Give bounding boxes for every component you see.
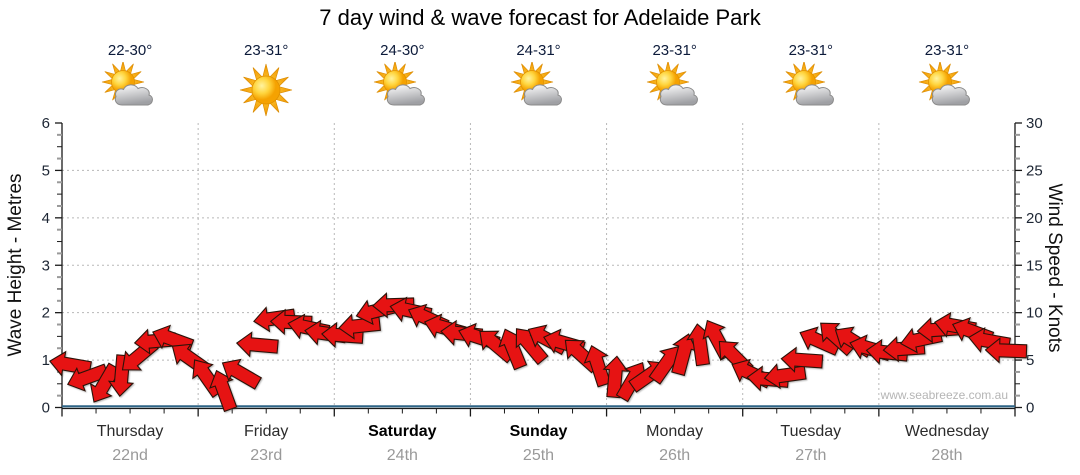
svg-text:20: 20 bbox=[1026, 210, 1043, 227]
page-title: 7 day wind & wave forecast for Adelaide … bbox=[319, 5, 761, 30]
svg-text:3: 3 bbox=[42, 257, 50, 274]
wind-arrow bbox=[515, 328, 549, 366]
day-name-label: Tuesday bbox=[780, 423, 842, 440]
temp-range-label: 23-31° bbox=[652, 42, 697, 59]
partly-cloudy-icon bbox=[100, 60, 160, 120]
wind-arrow bbox=[671, 333, 698, 377]
wind-arrow bbox=[984, 337, 1028, 364]
temp-range-label: 24-30° bbox=[380, 42, 425, 59]
temp-range-label: 23-31° bbox=[788, 42, 833, 59]
day-date-label: 22nd bbox=[112, 447, 148, 464]
svg-text:2: 2 bbox=[42, 305, 50, 322]
svg-text:1: 1 bbox=[42, 352, 50, 369]
wind-arrow bbox=[780, 346, 824, 373]
day-date-label: 28th bbox=[931, 447, 963, 464]
day-date-label: 26th bbox=[659, 447, 691, 464]
wind-arrow bbox=[498, 328, 528, 371]
temp-range-label: 23-31° bbox=[244, 42, 289, 59]
wind-arrow-series bbox=[48, 292, 1028, 413]
temp-range-label: 22-30° bbox=[107, 42, 153, 59]
sunny-icon bbox=[236, 62, 296, 120]
svg-text:4: 4 bbox=[42, 210, 50, 227]
day-name-label: Monday bbox=[646, 423, 704, 440]
day-name-label: Friday bbox=[243, 423, 289, 440]
svg-text:30: 30 bbox=[1026, 115, 1043, 132]
partly-cloudy-icon bbox=[781, 60, 841, 120]
wind-arrow bbox=[221, 358, 263, 390]
partly-cloudy-icon bbox=[372, 60, 432, 120]
partly-cloudy-icon bbox=[917, 60, 977, 120]
day-name-label: Sunday bbox=[509, 423, 568, 440]
svg-text:0: 0 bbox=[42, 400, 50, 417]
day-date-label: 24th bbox=[386, 447, 418, 464]
day-date-label: 23rd bbox=[250, 447, 283, 464]
svg-text:5: 5 bbox=[42, 162, 50, 179]
wind-arrow bbox=[89, 362, 121, 403]
svg-text:10: 10 bbox=[1026, 305, 1043, 322]
partly-cloudy-icon bbox=[509, 60, 569, 120]
wind-arrow bbox=[235, 331, 279, 358]
day-date-label: 25th bbox=[522, 447, 555, 464]
svg-text:0: 0 bbox=[1026, 400, 1034, 417]
wind-arrow bbox=[209, 369, 238, 413]
day-name-label: Saturday bbox=[368, 423, 437, 440]
svg-text:6: 6 bbox=[42, 115, 50, 132]
wind-arrow bbox=[48, 350, 92, 377]
partly-cloudy-icon bbox=[645, 60, 705, 120]
day-name-label: Thursday bbox=[96, 423, 164, 440]
svg-text:5: 5 bbox=[1026, 352, 1034, 369]
day-date-label: 27th bbox=[795, 447, 827, 464]
temp-range-label: 23-31° bbox=[924, 42, 970, 59]
watermark: www.seabreeze.com.au bbox=[880, 388, 1008, 402]
svg-text:25: 25 bbox=[1026, 162, 1043, 179]
temp-range-label: 24-31° bbox=[516, 42, 561, 59]
day-name-label: Wednesday bbox=[904, 423, 990, 440]
wind-arrow bbox=[66, 363, 110, 392]
svg-text:15: 15 bbox=[1026, 257, 1043, 274]
